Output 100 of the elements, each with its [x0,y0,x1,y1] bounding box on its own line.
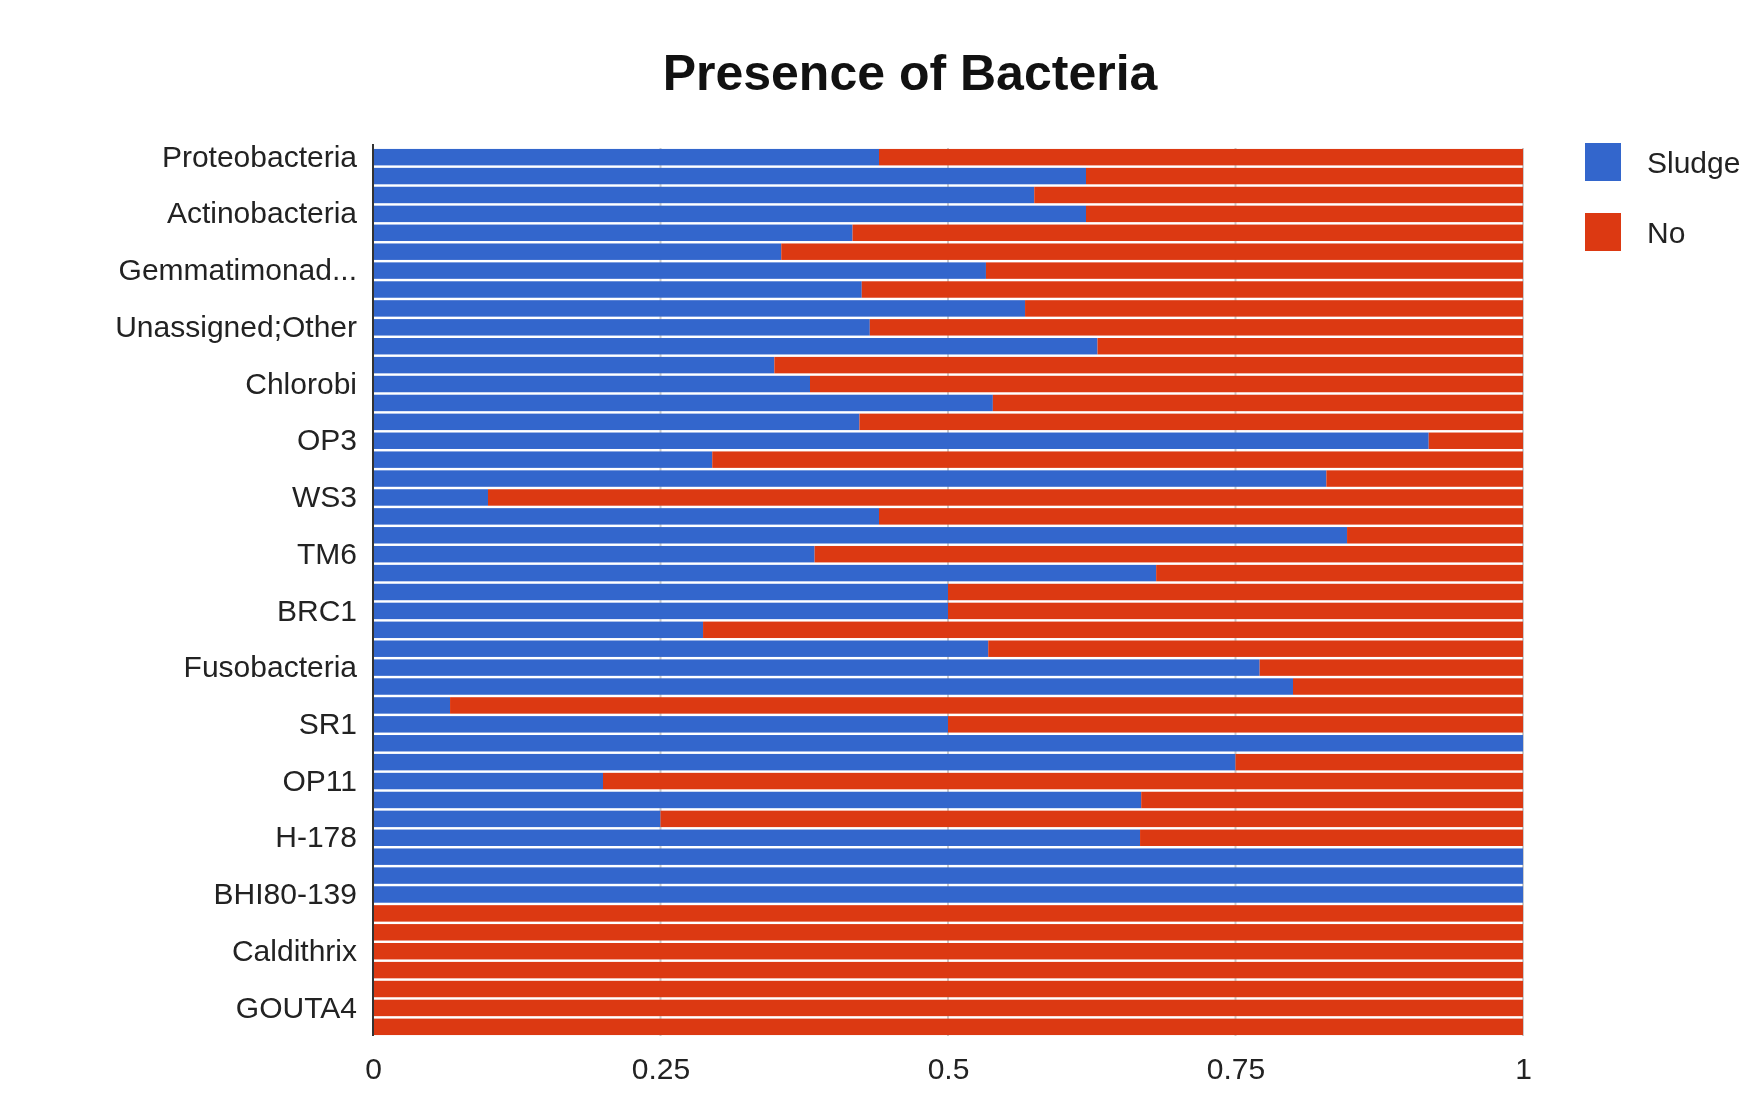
bar [373,735,1523,752]
y-tick-label: Proteobacteria [161,139,358,173]
bar [781,243,1523,260]
x-tick-label: 1 [1515,1052,1532,1086]
y-tick-label: WS3 [291,480,357,514]
bar [373,224,853,242]
bar [373,564,1157,582]
x-tick-label: 0.5 [927,1052,970,1086]
bar [879,508,1523,525]
bar [373,886,1523,903]
chart-title: Presence of Bacteria [662,45,1159,101]
bar [373,602,948,620]
bar [488,489,1523,506]
bar [1156,564,1523,582]
bar [1097,338,1523,355]
bar [373,319,870,336]
bar [879,148,1523,166]
y-tick-label: Actinobacteria [166,196,358,230]
bar [948,583,1523,601]
bar [373,848,1523,865]
bar [1086,205,1523,223]
bar [373,772,603,790]
bar [373,375,810,393]
bar [373,281,862,298]
bar [1235,753,1523,771]
bar [373,810,661,828]
y-tick-label: Chlorobi [245,366,357,400]
bar [373,678,1293,695]
bar [373,300,1026,317]
bar [1086,167,1523,185]
bar [992,394,1523,412]
y-tick-label: OP11 [282,763,357,797]
bar [852,224,1523,242]
bar [712,451,1523,468]
y-tick-label: OP3 [296,423,357,457]
bar [373,980,1523,998]
x-tick-label: 0.75 [1206,1052,1266,1086]
y-tick-label: Gemmatimonad... [118,253,357,287]
bar [660,810,1523,828]
bar [373,148,879,166]
bar [373,508,879,525]
bar [373,621,704,639]
bar [373,791,1142,809]
bar [603,772,1523,790]
bar [373,867,1523,884]
y-tick-label: TM6 [297,536,357,570]
bar [1034,186,1523,204]
y-tick-label: Unassigned;Other [115,309,357,343]
y-tick-label: BRC1 [276,593,357,627]
bar [373,527,1348,544]
y-tick-label: GOUTA4 [235,990,357,1024]
bar [373,640,989,657]
bar [373,205,1086,223]
x-tick-label: 0 [365,1052,382,1086]
bar [373,470,1327,487]
bar [373,999,1523,1017]
y-tick-label: Caldithrix [231,933,357,967]
bar [373,451,713,468]
bar [373,262,986,279]
bar [948,716,1523,733]
bar [373,1018,1523,1036]
bar [1428,432,1523,449]
bar [373,338,1098,355]
bar [1140,829,1523,846]
bar [373,753,1236,771]
y-tick-label: SR1 [298,706,357,740]
y-tick-label: H-178 [275,820,357,854]
bar [373,413,860,431]
bar [1326,470,1523,487]
bar [1259,659,1523,676]
bar [373,583,948,601]
bar [373,924,1523,941]
bar [373,545,815,563]
bar [1347,527,1523,544]
bar [869,319,1523,336]
bar [774,356,1523,374]
bar [814,545,1523,563]
bar [373,489,488,506]
bar [373,905,1523,922]
bar [373,829,1141,846]
bar [948,602,1523,620]
bar [810,375,1523,393]
bar [373,942,1523,960]
bar [373,394,993,412]
bar [373,961,1523,979]
bar [1293,678,1523,695]
bar [373,697,451,714]
bar [703,621,1523,639]
bar [373,356,775,374]
y-tick-label: Fusobacteria [183,650,358,684]
bar [373,659,1260,676]
bar [373,432,1429,449]
bar [861,281,1523,298]
bar [373,243,782,260]
bar [373,167,1086,185]
bar [985,262,1523,279]
legend-label: No [1647,216,1686,249]
bar [1025,300,1523,317]
x-tick-label: 0.25 [631,1052,691,1086]
bar [988,640,1523,657]
